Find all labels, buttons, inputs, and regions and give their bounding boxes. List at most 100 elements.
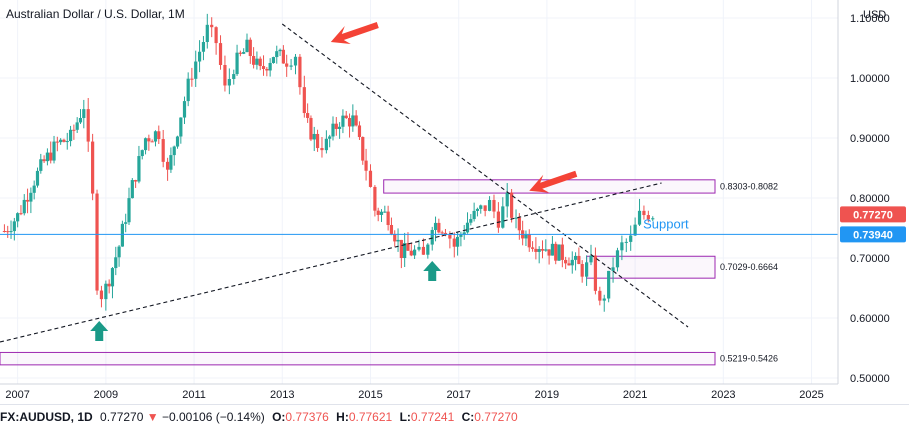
downtrend-trend-line	[281, 23, 689, 328]
candle-body	[261, 66, 266, 69]
up-arrow-icon	[90, 321, 109, 341]
candle-body	[479, 205, 483, 209]
chart-title: Australian Dollar / U.S. Dollar, 1M	[6, 7, 185, 21]
x-tick-label: 2017	[446, 389, 470, 401]
candle-body	[602, 298, 606, 301]
symbol-label: FX:AUDUSD, 1D	[0, 409, 93, 424]
candle-body	[573, 255, 578, 260]
x-tick-label: 2021	[623, 389, 647, 401]
x-tick-label: 2011	[182, 389, 206, 401]
candle-body	[281, 49, 285, 64]
y-tick-label: 0.80000	[850, 193, 890, 205]
x-tick-label: 2007	[5, 389, 29, 401]
candle-body	[341, 115, 345, 127]
candle-body	[194, 61, 198, 79]
annotation-arrows	[90, 22, 578, 341]
down-triangle-icon: ▼	[146, 409, 159, 424]
candle-body	[86, 109, 90, 142]
price-chart[interactable]: 0.8303-0.80820.7029-0.66640.5219-0.5426 …	[0, 0, 909, 404]
candle-body	[430, 229, 434, 245]
candle-body	[32, 185, 36, 193]
candle-body	[472, 210, 476, 220]
candle-body	[570, 259, 574, 266]
candle-body	[9, 231, 13, 233]
candle-body	[182, 101, 187, 118]
uptrend-trend-line	[0, 182, 662, 343]
candle-body	[534, 248, 538, 252]
candle-body	[510, 192, 514, 218]
candle-body	[62, 139, 66, 142]
candle-body	[172, 146, 176, 156]
candle-body	[496, 211, 500, 228]
candle-body	[376, 210, 380, 215]
candle-body	[492, 199, 496, 212]
candle-body	[130, 180, 134, 199]
candle-body	[45, 152, 50, 162]
candle-body	[19, 213, 23, 215]
candle-body	[646, 215, 650, 220]
zone-label: 0.5219-0.5426	[720, 354, 778, 364]
candle-body	[114, 257, 118, 269]
candle-body	[255, 58, 259, 65]
candle-body	[514, 217, 518, 219]
candle-body	[201, 42, 206, 52]
candle-body	[147, 138, 151, 142]
candle-body	[580, 264, 584, 277]
candle-body	[564, 259, 568, 264]
candle-body	[607, 270, 611, 299]
candle-body	[396, 239, 400, 242]
candle-body	[258, 58, 262, 67]
candle-body	[166, 161, 170, 170]
candle-body	[252, 55, 256, 65]
candle-body	[557, 244, 561, 261]
price-change: −0.00106 (−0.14%)	[161, 409, 265, 424]
last-price-tag-bg	[840, 206, 906, 223]
candle-body	[285, 63, 289, 67]
candle-body	[642, 210, 646, 216]
candle-body	[417, 246, 421, 250]
candle-body	[409, 250, 413, 256]
candle-body	[517, 217, 521, 231]
candle-body	[134, 180, 138, 182]
candle-body	[554, 243, 558, 261]
down-arrow-icon	[330, 22, 379, 44]
candle-body	[651, 218, 655, 220]
y-tick-label: 1.00000	[850, 73, 890, 85]
candle-body	[368, 170, 373, 187]
candle-body	[153, 131, 158, 142]
currency-label: USD	[863, 9, 886, 21]
zone-label: 0.8303-0.8082	[720, 181, 778, 191]
candle-body	[328, 136, 332, 139]
candle-body	[238, 52, 242, 54]
open-value: 0.77376	[285, 409, 329, 424]
candle-body	[354, 115, 358, 126]
candle-body	[338, 126, 342, 129]
candle-body	[186, 78, 190, 102]
candle-body	[49, 152, 53, 161]
candle-body	[530, 247, 535, 249]
candle-body	[462, 232, 466, 235]
x-tick-label: 2009	[94, 389, 118, 401]
candle-body	[312, 133, 316, 140]
candle-body	[633, 224, 637, 236]
candle-body	[298, 56, 302, 88]
candle-body	[265, 68, 269, 71]
candle-body	[347, 118, 352, 127]
candle-body	[386, 211, 390, 225]
candle-body	[16, 213, 20, 222]
candle-body	[421, 246, 426, 255]
candle-body	[524, 234, 528, 239]
support-price-tag-bg	[840, 226, 906, 243]
candle-body	[278, 49, 282, 52]
y-tick-label: 1.10000	[850, 13, 890, 25]
candle-body	[469, 219, 473, 223]
zone-box	[586, 255, 716, 279]
candle-body	[540, 249, 545, 251]
candle-body	[357, 125, 362, 138]
candle-body	[55, 141, 59, 143]
price-axis[interactable]: 1.10000 1.00000 0.90000 0.80000 0.70000 0.600…	[837, 0, 906, 385]
candle-body	[29, 192, 33, 202]
time-axis[interactable]: 2007 2009 2011 2013 2015 2017 2019 2021 2023 2025	[0, 383, 838, 401]
zone-box	[0, 351, 716, 366]
candle-body	[143, 138, 148, 151]
